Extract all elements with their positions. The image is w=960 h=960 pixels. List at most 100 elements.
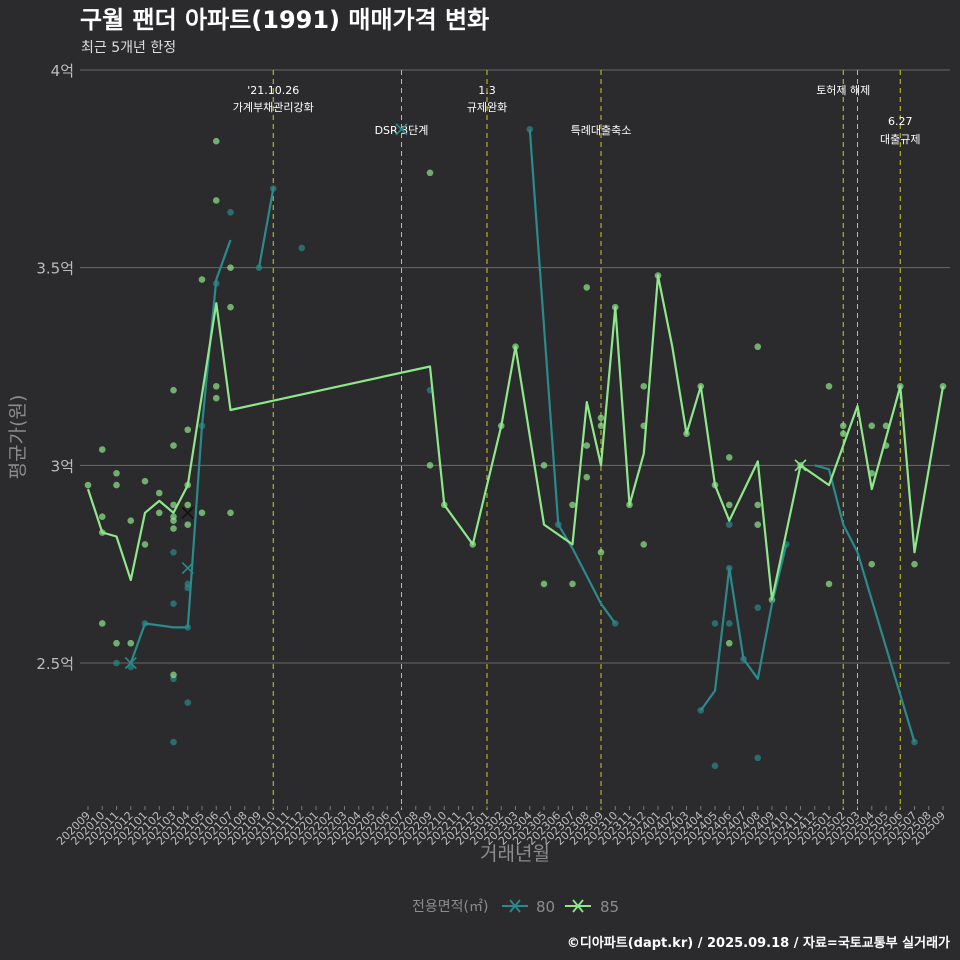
x-marker-80 bbox=[181, 562, 194, 575]
point-85 bbox=[725, 501, 733, 509]
point-80 bbox=[170, 600, 177, 607]
point-85 bbox=[184, 426, 192, 434]
point-85 bbox=[170, 525, 177, 532]
line-80-0 bbox=[129, 239, 232, 664]
point-85 bbox=[583, 442, 591, 449]
point-80 bbox=[184, 580, 192, 588]
point-85 bbox=[212, 382, 220, 390]
point-80 bbox=[298, 244, 306, 252]
point-85 bbox=[754, 501, 762, 509]
point-85 bbox=[170, 517, 177, 524]
point-85 bbox=[911, 560, 918, 568]
point-85 bbox=[113, 469, 120, 477]
point-80 bbox=[170, 738, 177, 746]
chart-title: 구월 팬더 아파트(1991) 매매가격 변화 bbox=[80, 6, 489, 34]
chart-subtitle: 최근 5개년 한정 bbox=[81, 40, 176, 56]
line-80-4 bbox=[814, 464, 916, 743]
line-85-0 bbox=[86, 274, 945, 601]
point-85 bbox=[839, 422, 847, 430]
point-85 bbox=[84, 481, 92, 489]
event-label: 1.3 bbox=[478, 84, 496, 97]
y-axis: 2.5억 3억 3.5억 4억 bbox=[36, 62, 74, 673]
point-85 bbox=[583, 284, 591, 291]
x-axis: 2020092020102020112020122021012021022021… bbox=[54, 806, 948, 848]
line-80-3 bbox=[699, 544, 788, 712]
y-axis-title: 평균가(원) bbox=[7, 395, 29, 480]
event-label: 특례대출축소 bbox=[571, 124, 632, 137]
point-85 bbox=[98, 446, 106, 453]
point-85 bbox=[141, 477, 149, 485]
point-85 bbox=[640, 541, 648, 548]
point-80 bbox=[711, 762, 719, 770]
point-85 bbox=[825, 580, 833, 588]
point-80 bbox=[754, 604, 762, 611]
point-80 bbox=[113, 659, 120, 667]
point-80 bbox=[170, 549, 177, 556]
line-80-1 bbox=[257, 188, 275, 268]
point-85 bbox=[98, 513, 106, 521]
point-85 bbox=[198, 509, 206, 517]
point-80 bbox=[754, 754, 762, 762]
point-85 bbox=[170, 386, 177, 394]
legend-label-80: 80 bbox=[536, 898, 555, 916]
point-85 bbox=[882, 422, 890, 430]
legend: 전용면적(㎡) 80 85 bbox=[412, 898, 619, 916]
point-85 bbox=[540, 580, 548, 588]
point-85 bbox=[212, 137, 220, 145]
point-85 bbox=[426, 169, 434, 177]
point-85 bbox=[212, 197, 220, 204]
legend-item-80: 80 bbox=[502, 898, 555, 916]
x-marker-85 bbox=[794, 459, 807, 472]
point-80 bbox=[184, 699, 192, 706]
point-85 bbox=[825, 382, 833, 390]
point-80 bbox=[526, 126, 534, 133]
x-markers bbox=[124, 123, 807, 670]
x-marker-80 bbox=[124, 656, 137, 670]
point-85 bbox=[868, 422, 876, 430]
y-tick-label: 3억 bbox=[51, 457, 74, 475]
series-lines bbox=[86, 129, 945, 743]
point-85 bbox=[583, 473, 591, 481]
point-85 bbox=[939, 382, 947, 390]
legend-marker-80 bbox=[509, 899, 521, 913]
legend-title: 전용면적(㎡) bbox=[412, 899, 488, 915]
point-80 bbox=[711, 620, 719, 627]
point-85 bbox=[127, 639, 135, 647]
point-85 bbox=[184, 501, 192, 509]
event-label: 6.27 bbox=[888, 115, 913, 128]
legend-label-85: 85 bbox=[600, 898, 619, 916]
point-85 bbox=[426, 462, 434, 469]
point-85 bbox=[540, 462, 548, 469]
point-85 bbox=[127, 517, 135, 524]
point-85 bbox=[98, 620, 106, 627]
point-85 bbox=[227, 509, 234, 517]
grid bbox=[80, 69, 950, 664]
point-85 bbox=[141, 541, 149, 548]
point-85 bbox=[170, 671, 177, 679]
legend-marker-85 bbox=[572, 899, 584, 913]
data-points bbox=[84, 126, 947, 770]
point-80 bbox=[725, 521, 733, 528]
x-marker-85 bbox=[181, 506, 194, 519]
line-80-2 bbox=[528, 129, 617, 625]
point-80 bbox=[227, 209, 234, 216]
point-85 bbox=[569, 580, 576, 588]
point-85 bbox=[198, 276, 206, 283]
event-label: 토허제 해제 bbox=[816, 83, 870, 97]
point-85 bbox=[640, 382, 648, 390]
event-label: 규제완화 bbox=[467, 101, 507, 114]
point-85 bbox=[227, 264, 234, 271]
y-tick-label: 2.5억 bbox=[36, 655, 74, 673]
point-85 bbox=[113, 639, 120, 647]
y-tick-label: 4억 bbox=[51, 62, 74, 80]
point-85 bbox=[754, 521, 762, 528]
point-85 bbox=[597, 422, 605, 430]
point-85 bbox=[227, 303, 234, 311]
point-85 bbox=[113, 481, 120, 489]
x-axis-title: 거래년월 bbox=[480, 843, 550, 865]
event-label: 가계부채관리강화 bbox=[233, 101, 314, 114]
point-85 bbox=[170, 501, 177, 509]
point-85 bbox=[868, 560, 876, 568]
point-85 bbox=[725, 454, 733, 461]
